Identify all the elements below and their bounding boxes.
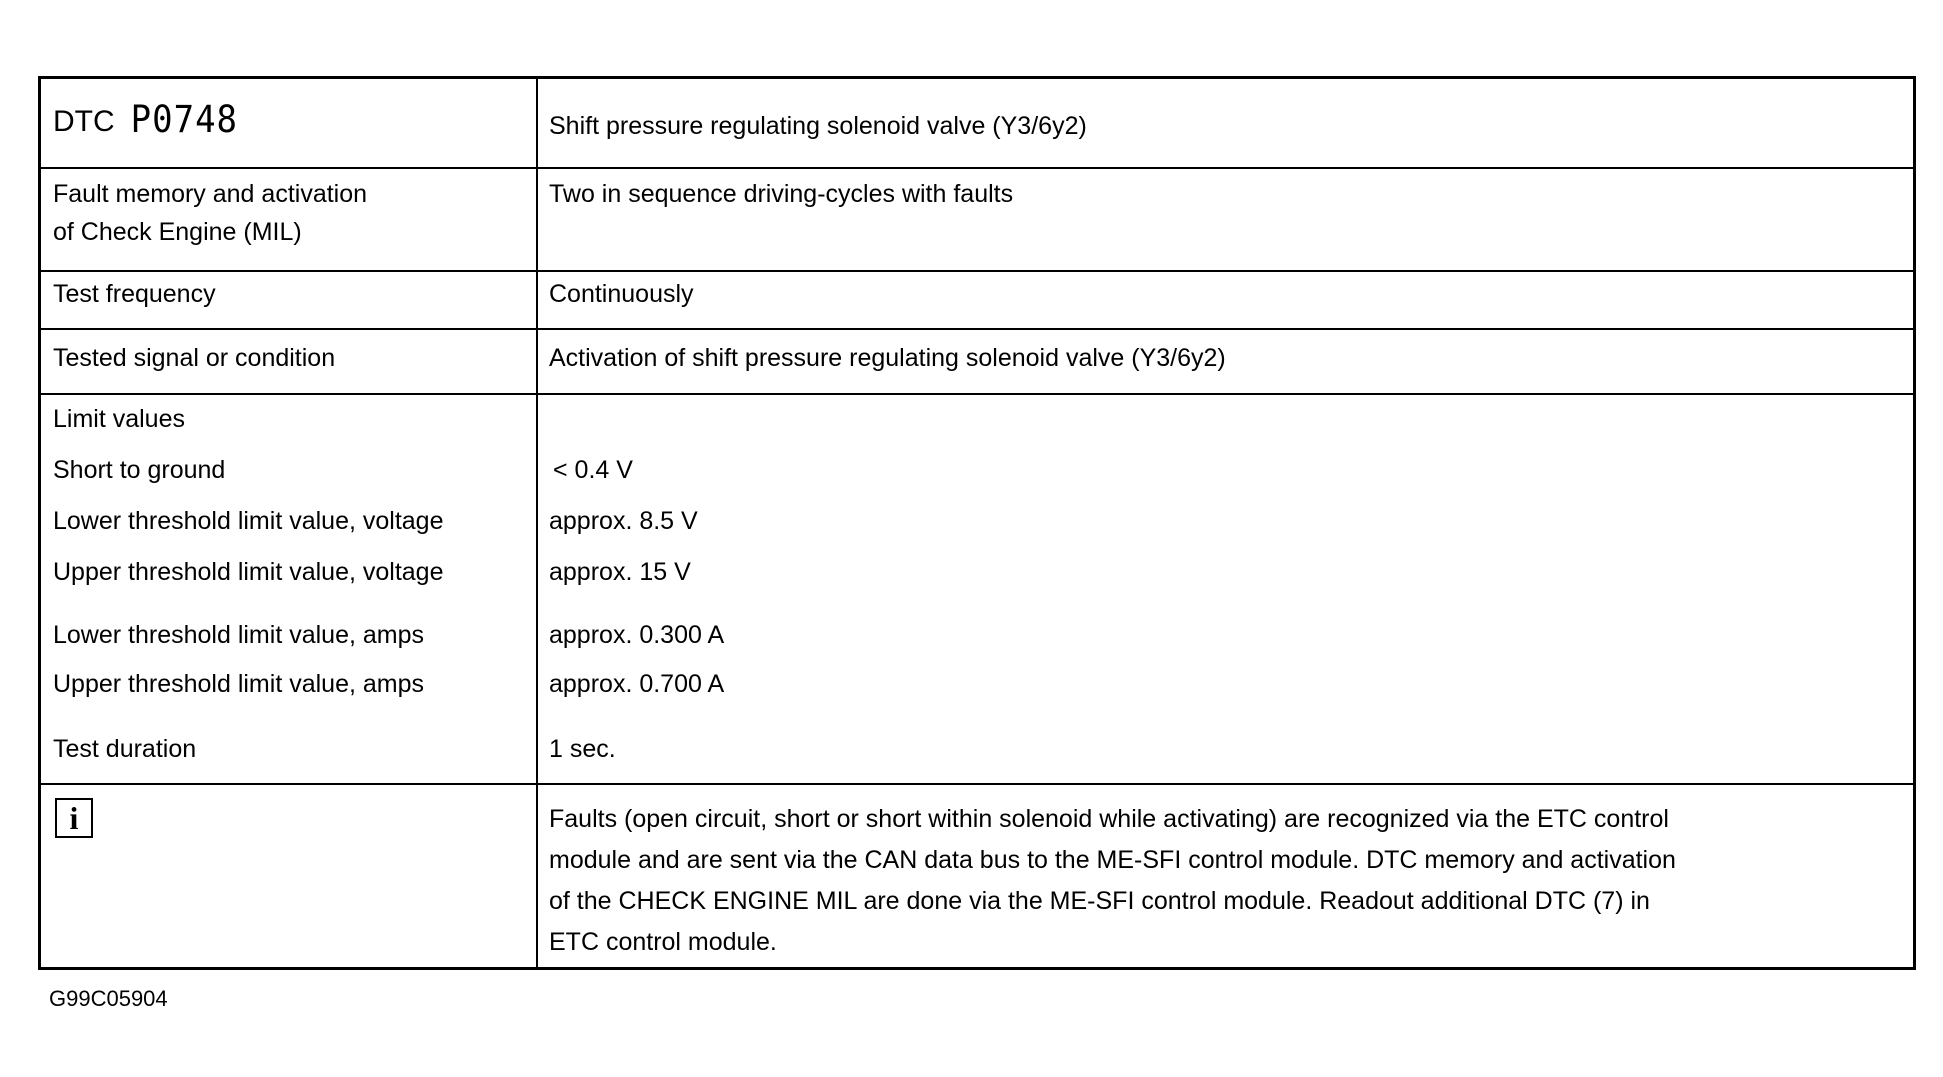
row-label: Fault memory and activation [53, 180, 368, 208]
info-line: of the CHECK ENGINE MIL are done via the… [549, 887, 1650, 915]
info-note: Faults (open circuit, short or short wit… [549, 799, 1909, 963]
row-divider [41, 270, 1913, 272]
row-value: Activation of shift pressure regulating … [549, 344, 1226, 372]
info-icon: i [55, 798, 93, 838]
row-divider [41, 328, 1913, 330]
dtc-code: P0748 [130, 98, 239, 142]
row-label: Tested signal or condition [53, 344, 336, 372]
row-label: Test frequency [53, 280, 216, 308]
dtc-description: Shift pressure regulating solenoid valve… [549, 112, 1087, 140]
column-divider [536, 79, 538, 967]
row-divider [41, 393, 1913, 395]
row-value: Continuously [549, 280, 694, 308]
dtc-title: DTC P0748 [53, 98, 239, 142]
limit-value: approx. 0.300 A [549, 621, 725, 649]
limit-label: Short to ground [53, 456, 226, 484]
limit-label: Lower threshold limit value, voltage [53, 507, 444, 535]
limit-label: Test duration [53, 735, 197, 763]
info-line: Faults (open circuit, short or short wit… [549, 805, 1669, 833]
dtc-label: DTC [53, 105, 115, 138]
info-line: ETC control module. [549, 928, 777, 956]
limit-value: approx. 8.5 V [549, 507, 698, 535]
limit-value: approx. 0.700 A [549, 670, 725, 698]
limit-value: approx. 15 V [549, 558, 691, 586]
limit-value: 1 sec. [549, 735, 616, 763]
row-value: Two in sequence driving-cycles with faul… [549, 180, 1014, 208]
dtc-table: DTC P0748 Shift pressure regulating solen… [38, 76, 1916, 970]
row-label: of Check Engine (MIL) [53, 218, 302, 246]
limit-label: Upper threshold limit value, voltage [53, 558, 444, 586]
row-divider [41, 783, 1913, 785]
limits-heading: Limit values [53, 405, 185, 433]
info-line: module and are sent via the CAN data bus… [549, 846, 1676, 874]
limit-label: Upper threshold limit value, amps [53, 670, 424, 698]
row-divider [41, 167, 1913, 169]
limit-label: Lower threshold limit value, amps [53, 621, 424, 649]
limit-value: < 0.4 V [553, 456, 633, 484]
figure-id: G99C05904 [49, 986, 168, 1011]
